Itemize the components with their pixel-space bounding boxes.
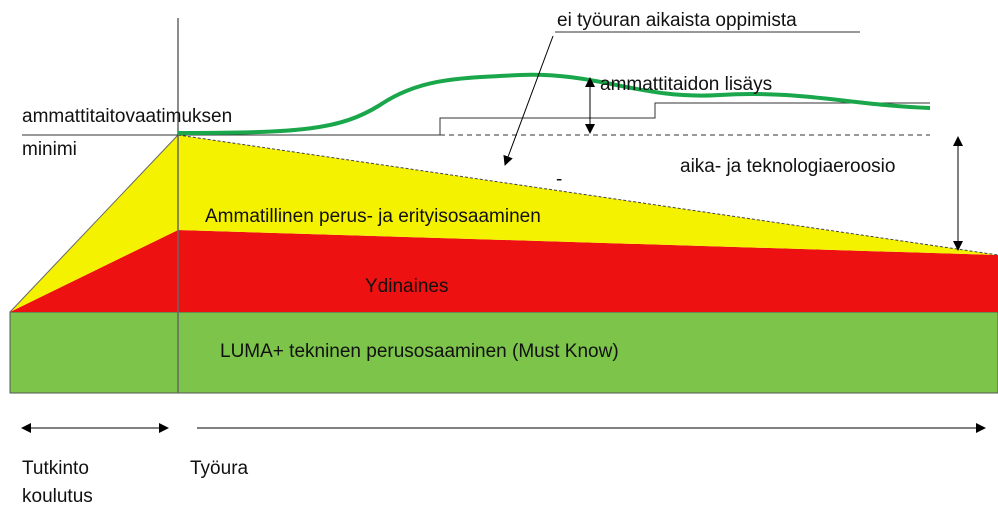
label: - <box>556 169 562 190</box>
erosion-line <box>177 134 998 256</box>
learning-curve <box>177 72 931 135</box>
label: Työura <box>190 458 249 479</box>
label: LUMA+ tekninen perusosaaminen (Must Know… <box>220 341 619 362</box>
label: Tutkinto <box>22 458 89 479</box>
label: ei työuran aikaista oppimista <box>557 10 797 31</box>
label: Ydinaines <box>365 276 448 297</box>
label: ammattitaitovaatimuksen <box>22 106 232 127</box>
label: Ammatillinen perus- ja erityisosaaminen <box>205 206 541 227</box>
requirement-steps <box>22 102 930 136</box>
label: aika- ja teknologiaeroosio <box>680 156 895 177</box>
core-band <box>10 230 998 312</box>
arrow <box>503 35 554 166</box>
luma-band <box>9 311 998 394</box>
label: ammattitaidon lisäys <box>600 74 772 95</box>
label: koulutus <box>22 486 93 507</box>
edge <box>9 134 179 313</box>
label: minimi <box>22 139 77 160</box>
